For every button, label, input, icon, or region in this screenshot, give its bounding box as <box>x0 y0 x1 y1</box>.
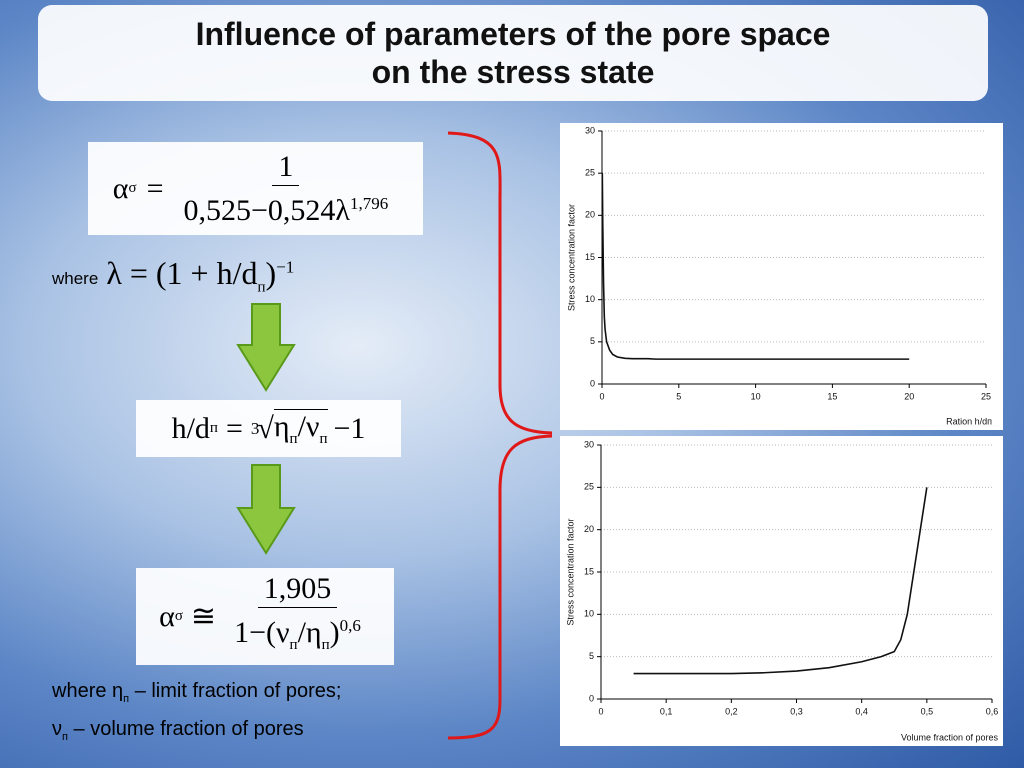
text: −1 <box>333 411 366 445</box>
y-tick-label: 20 <box>584 524 594 534</box>
y-tick-label: 0 <box>590 378 595 388</box>
y-axis-title: Stress concentration factor <box>565 518 575 625</box>
fraction: 1 0,525−0,524λ1,796 <box>180 149 393 229</box>
y-tick-label: 0 <box>589 693 594 703</box>
arrow <box>236 303 296 392</box>
text: (1 + h/d <box>155 255 258 291</box>
x-tick-label: 25 <box>981 391 991 401</box>
text: h/d <box>171 411 210 445</box>
symbol: ≅ <box>190 600 217 633</box>
numerator: 1 <box>272 149 300 186</box>
bracket <box>447 131 553 435</box>
title: Influence of parameters of the pore spac… <box>38 5 988 101</box>
subscript: σ <box>174 608 183 624</box>
x-tick-label: 0,3 <box>790 706 803 716</box>
y-tick-label: 10 <box>585 294 595 304</box>
subscript: п <box>257 279 266 296</box>
y-tick-label: 15 <box>584 566 594 576</box>
exponent: −1 <box>276 257 295 277</box>
data-line <box>633 487 928 675</box>
x-tick-label: 0,4 <box>855 706 868 716</box>
x-axis-title: Volume fraction of pores <box>901 732 999 742</box>
root-index: 3 <box>250 418 260 438</box>
subscript: п <box>321 636 330 653</box>
x-axis-title: Ration h/dп <box>946 416 992 426</box>
y-tick-label: 25 <box>584 482 594 492</box>
denominator: 1−(νп/ηп)0,6 <box>230 608 365 663</box>
title-line: on the stress state <box>371 54 655 90</box>
bracket <box>447 434 553 740</box>
data-line <box>601 173 910 360</box>
notes: where ηп – limit fraction of pores; νп –… <box>52 676 341 752</box>
symbol: = <box>146 171 164 205</box>
x-tick-label: 0,2 <box>725 706 738 716</box>
exponent: 0,6 <box>339 615 361 635</box>
formula: where λ = (1 + h/dп)−1 <box>52 255 294 296</box>
x-tick-label: 0,6 <box>986 706 999 716</box>
text: where <box>52 269 99 288</box>
exponent: 1,796 <box>349 193 389 213</box>
text: 0,525−0,524λ <box>183 193 350 227</box>
symbol: = <box>225 411 243 445</box>
y-axis-title: Stress concentration factor <box>566 204 576 311</box>
y-tick-label: 15 <box>585 252 595 262</box>
y-tick-label: 30 <box>584 439 594 449</box>
y-tick-label: 10 <box>584 609 594 619</box>
subscript: п <box>319 431 328 447</box>
fraction: 1,905 1−(νп/ηп)0,6 <box>230 571 365 663</box>
x-tick-label: 0,1 <box>660 706 673 716</box>
subscript: п <box>289 431 298 447</box>
text: η <box>273 410 290 443</box>
x-tick-label: 10 <box>751 391 761 401</box>
y-tick-label: 20 <box>585 210 595 220</box>
x-tick-label: 0,5 <box>921 706 934 716</box>
x-tick-label: 5 <box>676 391 681 401</box>
text: – limit fraction of pores; <box>134 680 342 702</box>
arrow <box>236 464 296 555</box>
subscript: п <box>209 420 218 436</box>
numerator: 1,905 <box>257 571 338 608</box>
note: where ηп – limit fraction of pores; <box>52 676 341 714</box>
symbol: α <box>112 171 129 205</box>
symbol: = <box>129 255 148 291</box>
subscript: п <box>123 693 130 705</box>
chart-panel <box>560 123 1003 430</box>
x-tick-label: 0 <box>599 391 604 401</box>
note: νп – volume fraction of pores <box>52 714 341 752</box>
text: /η <box>297 615 322 649</box>
subscript: п <box>62 731 68 743</box>
text: ) <box>329 615 340 649</box>
x-tick-label: 0 <box>598 706 603 716</box>
y-tick-label: 5 <box>589 651 594 661</box>
subscript: σ <box>128 180 137 196</box>
denominator: 0,525−0,524λ1,796 <box>180 186 393 229</box>
title-line: Influence of parameters of the pore spac… <box>195 16 831 52</box>
symbol: λ <box>106 255 122 291</box>
radicand: ηп/νп <box>273 409 328 448</box>
radical: √ <box>257 411 274 445</box>
y-tick-label: 25 <box>585 168 595 178</box>
formula-box: h/d п = 3 √ ηп/νп −1 <box>136 400 401 457</box>
y-tick-label: 5 <box>590 336 595 346</box>
x-tick-label: 20 <box>904 391 914 401</box>
text: where η <box>52 680 124 702</box>
subscript: п <box>289 636 298 653</box>
text: ) <box>265 255 277 291</box>
text: ν <box>52 718 62 740</box>
symbol: α <box>159 599 175 633</box>
text: /ν <box>297 410 320 443</box>
text: 1−(ν <box>234 615 290 649</box>
y-tick-label: 30 <box>585 125 595 135</box>
text: – volume fraction of pores <box>73 718 304 740</box>
x-tick-label: 15 <box>827 391 837 401</box>
